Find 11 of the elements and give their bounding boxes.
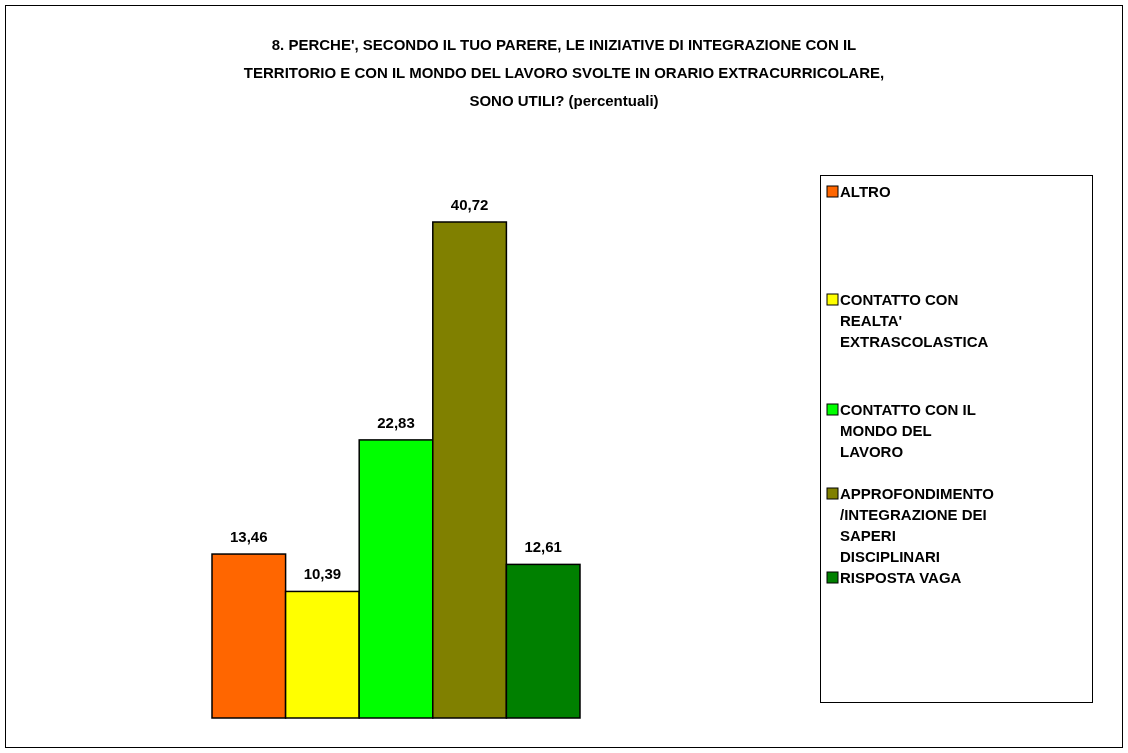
data-label: 13,46 xyxy=(230,528,268,546)
legend-label: RISPOSTA VAGA xyxy=(840,569,962,586)
data-label: 22,83 xyxy=(377,413,415,431)
data-label: 40,72 xyxy=(450,196,489,213)
data-label: 10,39 xyxy=(303,565,342,583)
legend-label: CONTATTO CON REALTA' EXTRASCOLASTICA xyxy=(840,291,989,350)
legend-label: CONTATTO CON IL MONDO DEL LAVORO xyxy=(840,401,976,460)
data-label: 12,61 xyxy=(524,538,562,556)
legend-label: ALTRO xyxy=(840,183,891,200)
chart-title: 8. PERCHE', SECONDO IL TUO PARERE, LE INIZIATIVE DI INTEGRAZIONE CON IL TERRITORIO E CON IL MONDO DEL LAVORO SVOLTE IN ORARIO EXTRACURRICOLARE, SONO UTILI? (percentuali) xyxy=(243,36,885,109)
legend-label: APPROFONDIMENTO /INTEGRAZIONE DEI SAPERI DISCIPLINARI xyxy=(840,485,995,565)
